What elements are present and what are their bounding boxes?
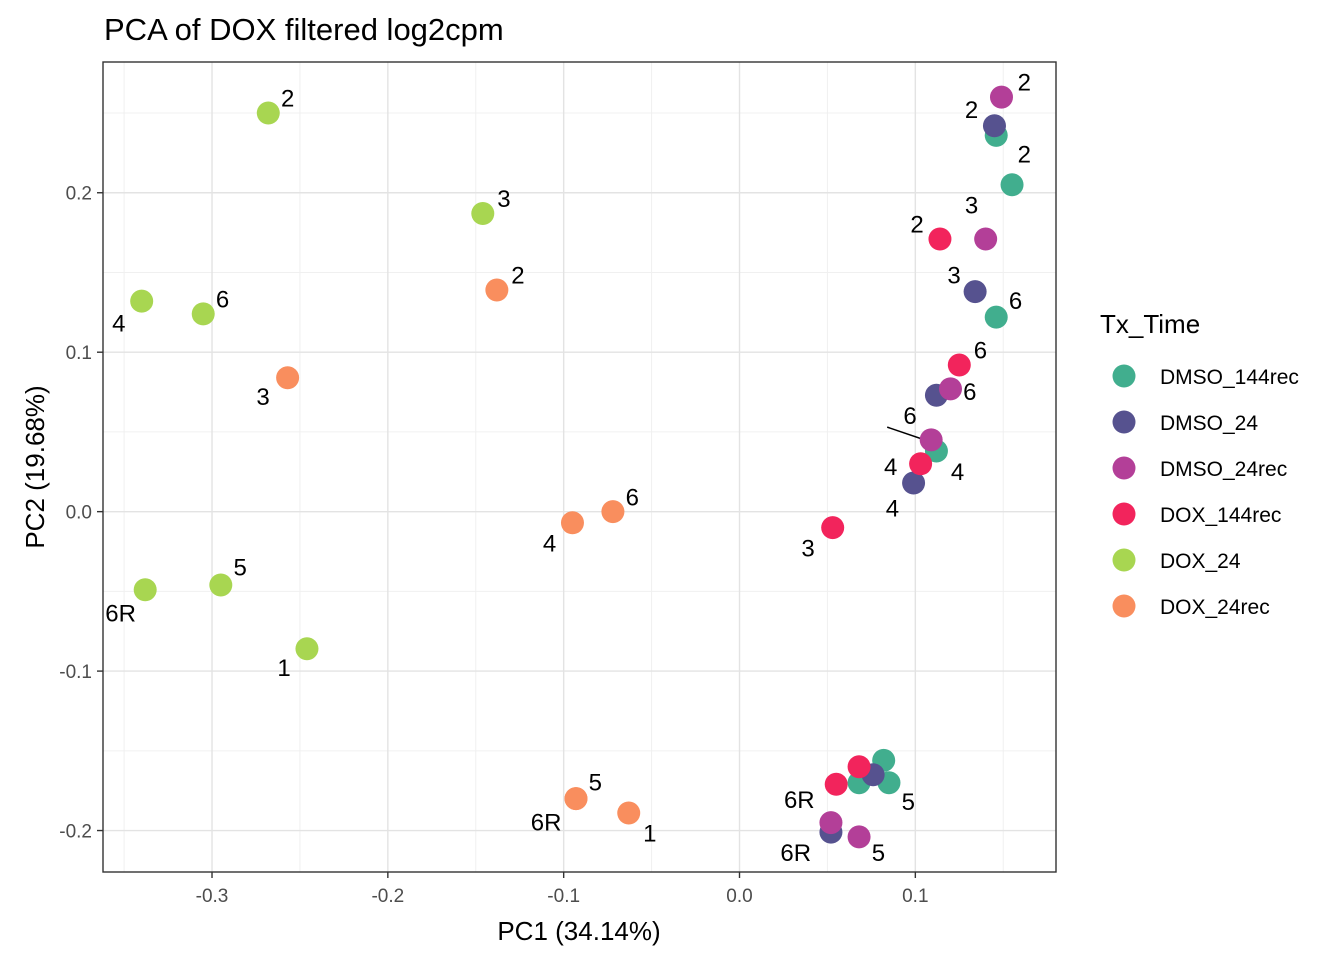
point-label: 2 [1018, 141, 1031, 168]
point-label: 2 [281, 86, 294, 113]
point-label: 4 [951, 459, 964, 486]
point-label: 4 [886, 495, 899, 522]
data-point [989, 85, 1013, 109]
point-label: 3 [801, 535, 814, 562]
plot-panel-border [102, 61, 1057, 873]
data-point [909, 452, 933, 476]
point-label: 4 [112, 310, 125, 337]
data-point [819, 811, 843, 835]
data-point [209, 573, 233, 597]
point-label: 3 [947, 263, 960, 290]
data-point [984, 305, 1008, 329]
y-axis-ticks: -0.2 -0.1 0.0 0.1 0.2 [59, 184, 103, 843]
x-tick-label: 0.0 [726, 886, 752, 907]
point-label: 2 [511, 263, 524, 290]
data-point [617, 801, 641, 825]
point-label: 4 [884, 454, 897, 481]
point-label: 2 [965, 97, 978, 124]
point-label: 6R [780, 840, 811, 867]
point-label: 3 [965, 193, 978, 220]
data-point [485, 278, 509, 302]
point-label: 4 [543, 531, 556, 558]
legend-key [1112, 456, 1136, 480]
x-tick-label: -0.3 [196, 886, 229, 907]
data-point [821, 516, 845, 540]
data-point [847, 825, 871, 849]
x-axis-ticks: -0.3 -0.2 -0.1 0.0 0.1 [196, 872, 929, 907]
legend-key [1112, 364, 1136, 388]
data-point [471, 201, 495, 225]
legend-title: Tx_Time [1100, 309, 1200, 339]
legend-key [1112, 502, 1136, 526]
point-label: 1 [643, 821, 656, 848]
data-point [847, 755, 871, 779]
y-tick-label: -0.2 [59, 822, 92, 843]
legend-label: DMSO_144rec [1160, 366, 1299, 389]
data-point [928, 227, 952, 251]
data-point [601, 500, 625, 524]
point-label: 6 [626, 484, 639, 511]
legend-key [1112, 410, 1136, 434]
legend-label: DMSO_24 [1160, 412, 1258, 435]
point-label: 3 [497, 186, 510, 213]
point-label: 6 [963, 379, 976, 406]
data-point [560, 511, 584, 535]
data-point [919, 428, 943, 452]
legend-label: DOX_24rec [1160, 596, 1270, 619]
x-tick-label: -0.2 [371, 886, 404, 907]
data-point [974, 227, 998, 251]
point-label: 6 [1009, 288, 1022, 315]
legend-key [1112, 548, 1136, 572]
data-point [276, 366, 300, 390]
data-point [130, 289, 154, 313]
point-label: 6 [974, 338, 987, 365]
data-point [824, 772, 848, 796]
point-label: 2 [1018, 70, 1031, 97]
data-point [191, 302, 215, 326]
point-label: 5 [902, 789, 915, 816]
legend: Tx_Time DMSO_144rec DMSO_24 DMSO_24rec DOX_… [1100, 309, 1299, 619]
data-point [902, 471, 926, 495]
y-axis-title: PC2 (19.68%) [20, 385, 50, 548]
data-point [133, 578, 157, 602]
legend-label: DMSO_24rec [1160, 458, 1287, 481]
legend-items: DMSO_144rec DMSO_24 DMSO_24rec DOX_144rec DO… [1112, 364, 1299, 619]
point-label: 5 [233, 554, 246, 581]
y-tick-label: -0.1 [59, 662, 92, 683]
data-point [1000, 173, 1024, 197]
point-label: 5 [589, 770, 602, 797]
data-point [963, 280, 987, 304]
x-axis-title: PC1 (34.14%) [497, 916, 660, 946]
y-tick-label: 0.2 [66, 184, 92, 205]
legend-label: DOX_24 [1160, 550, 1241, 573]
data-point [295, 637, 319, 661]
legend-key [1112, 594, 1136, 618]
data-point [947, 353, 971, 377]
point-label: 6R [531, 810, 562, 837]
legend-label: DOX_144rec [1160, 504, 1281, 527]
y-tick-label: 0.1 [66, 343, 92, 364]
point-label: 6 [216, 287, 229, 314]
x-tick-label: 0.1 [902, 886, 928, 907]
point-label: 6R [105, 601, 136, 628]
point-label: 2 [910, 212, 923, 239]
point-label: 5 [872, 840, 885, 867]
data-point [939, 377, 963, 401]
x-tick-label: -0.1 [547, 886, 580, 907]
point-label: 3 [256, 384, 269, 411]
data-points [130, 85, 1024, 849]
point-label: 6 [903, 403, 916, 430]
point-label: 6R [784, 787, 815, 814]
data-point [982, 114, 1006, 138]
data-point [256, 101, 280, 125]
data-point [564, 787, 588, 811]
chart-title: PCA of DOX filtered log2cpm [104, 12, 504, 47]
point-label: 1 [277, 655, 290, 682]
y-tick-label: 0.0 [66, 503, 92, 524]
